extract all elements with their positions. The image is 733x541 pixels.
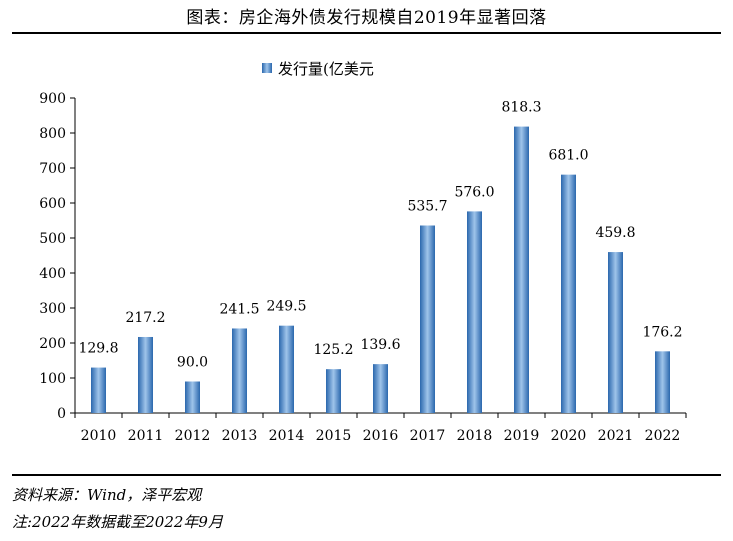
bar bbox=[91, 367, 106, 413]
y-tick-label: 100 bbox=[39, 371, 66, 387]
data-label: 681.0 bbox=[548, 148, 588, 164]
x-tick-label: 2014 bbox=[269, 428, 305, 444]
y-tick-label: 600 bbox=[39, 196, 66, 212]
x-tick-label: 2017 bbox=[410, 428, 446, 444]
legend: 发行量(亿美元 bbox=[262, 58, 374, 78]
data-label: 576.0 bbox=[454, 184, 494, 200]
y-tick-label: 800 bbox=[39, 126, 66, 142]
y-tick-label: 400 bbox=[39, 266, 66, 282]
bar bbox=[326, 369, 341, 413]
x-tick-label: 2012 bbox=[175, 428, 211, 444]
x-tick-label: 2013 bbox=[222, 428, 258, 444]
data-label: 125.2 bbox=[313, 342, 353, 358]
bar bbox=[373, 364, 388, 413]
note-footnote: 注:2022年数据截至2022年9月 bbox=[12, 513, 223, 531]
x-tick-label: 2010 bbox=[81, 428, 117, 444]
legend-swatch-icon bbox=[262, 63, 272, 73]
x-tick-label: 2019 bbox=[504, 428, 540, 444]
data-label: 241.5 bbox=[219, 301, 259, 317]
y-tick-label: 700 bbox=[39, 161, 66, 177]
bar bbox=[232, 328, 247, 413]
top-rule bbox=[12, 32, 721, 34]
bar bbox=[608, 252, 623, 413]
x-tick-label: 2011 bbox=[128, 428, 164, 444]
data-label: 217.2 bbox=[125, 310, 165, 326]
bar bbox=[420, 225, 435, 413]
data-label: 535.7 bbox=[407, 199, 447, 215]
source-footnote: 资料来源：Wind，泽平宏观 bbox=[12, 486, 202, 504]
bar bbox=[467, 211, 482, 413]
data-label: 129.8 bbox=[78, 341, 118, 357]
data-label: 90.0 bbox=[177, 355, 208, 371]
data-label: 459.8 bbox=[595, 225, 635, 241]
y-tick-label: 900 bbox=[39, 91, 66, 107]
bar bbox=[279, 325, 294, 413]
x-tick-label: 2020 bbox=[551, 428, 587, 444]
bar bbox=[561, 174, 576, 413]
x-tick-label: 2022 bbox=[645, 428, 681, 444]
data-label: 139.6 bbox=[360, 337, 400, 353]
data-label: 818.3 bbox=[501, 100, 541, 116]
bar bbox=[185, 381, 200, 413]
x-tick-label: 2016 bbox=[363, 428, 399, 444]
chart-title: 图表：房企海外债发行规模自2019年显著回落 bbox=[186, 8, 547, 28]
y-tick-label: 300 bbox=[39, 301, 66, 317]
y-tick-label: 0 bbox=[57, 406, 66, 422]
bar bbox=[138, 336, 153, 413]
bar bbox=[514, 126, 529, 413]
bar bbox=[655, 351, 670, 413]
bottom-rule bbox=[12, 474, 721, 476]
x-tick-label: 2018 bbox=[457, 428, 493, 444]
y-tick-label: 500 bbox=[39, 231, 66, 247]
x-tick-label: 2021 bbox=[598, 428, 634, 444]
legend-label: 发行量(亿美元 bbox=[278, 59, 374, 78]
data-label: 176.2 bbox=[642, 324, 682, 340]
x-tick-label: 2015 bbox=[316, 428, 352, 444]
data-label: 249.5 bbox=[266, 299, 306, 315]
y-tick-label: 200 bbox=[39, 336, 66, 352]
